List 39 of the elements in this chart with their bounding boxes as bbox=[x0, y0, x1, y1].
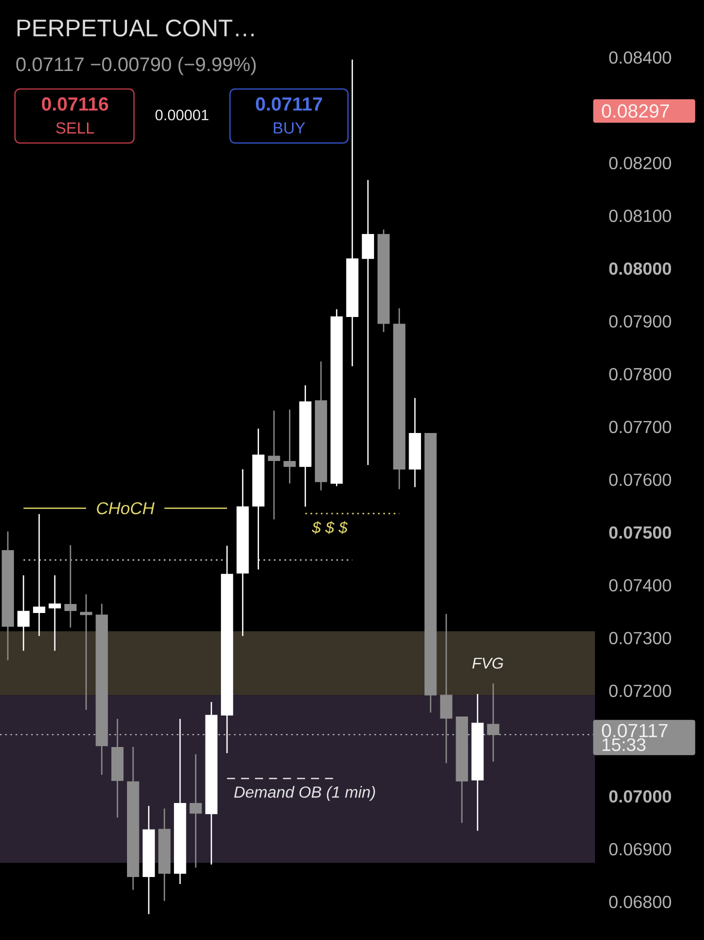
y-tick-label: 0.07000 bbox=[609, 790, 672, 803]
candlestick bbox=[17, 574, 30, 652]
candlestick bbox=[440, 613, 452, 764]
candlestick bbox=[33, 513, 46, 637]
text: 0.07117 −0.00790 (−9.99%) bbox=[16, 56, 256, 76]
candlestick bbox=[362, 179, 374, 466]
series-label: $ $ $ bbox=[312, 521, 348, 534]
candlestick bbox=[80, 594, 92, 711]
y-tick-label: 0.07900 bbox=[609, 315, 672, 328]
series-label: Demand OB (1 min) bbox=[234, 786, 375, 801]
text: 0.08297 bbox=[602, 104, 669, 118]
ref-line-label: 0.07117 15:33 bbox=[602, 724, 668, 752]
annotation: BUY bbox=[274, 122, 306, 134]
y-tick-label: 0.07400 bbox=[609, 579, 672, 592]
candlestick bbox=[284, 408, 296, 484]
band-label: FVG bbox=[472, 658, 504, 669]
y-tick-label: 0.07800 bbox=[609, 368, 672, 380]
y-tick-label: 0.07300 bbox=[609, 632, 672, 644]
candlestick bbox=[268, 410, 280, 520]
text: PERPETUAL CONT… bbox=[18, 20, 254, 36]
y-tick-label: 0.07600 bbox=[609, 474, 672, 486]
candlestick bbox=[487, 682, 500, 762]
annotation: 0.07117 bbox=[256, 97, 322, 111]
y-tick-label: 0.08200 bbox=[609, 156, 672, 170]
y-tick-label: 0.06900 bbox=[609, 843, 672, 856]
y-tick-label: 0.08100 bbox=[609, 210, 672, 222]
annotation: 0.00001 bbox=[155, 110, 208, 120]
candlestick bbox=[64, 544, 77, 628]
y-tick-label: 0.08000 bbox=[609, 262, 672, 275]
y-tick-label: 0.07500 bbox=[609, 526, 672, 539]
annotation: SELL bbox=[56, 122, 94, 134]
candlestick bbox=[190, 754, 202, 868]
y-tick-label: 0.07200 bbox=[609, 684, 672, 698]
series-label: CHoCH bbox=[96, 502, 155, 514]
candlestick bbox=[48, 574, 61, 652]
y-tick-label: 0.07700 bbox=[609, 420, 672, 434]
annotation: 0.07116 bbox=[42, 97, 108, 111]
y-tick-label: 0.08400 bbox=[609, 51, 672, 64]
y-tick-label: 0.06800 bbox=[609, 896, 672, 908]
